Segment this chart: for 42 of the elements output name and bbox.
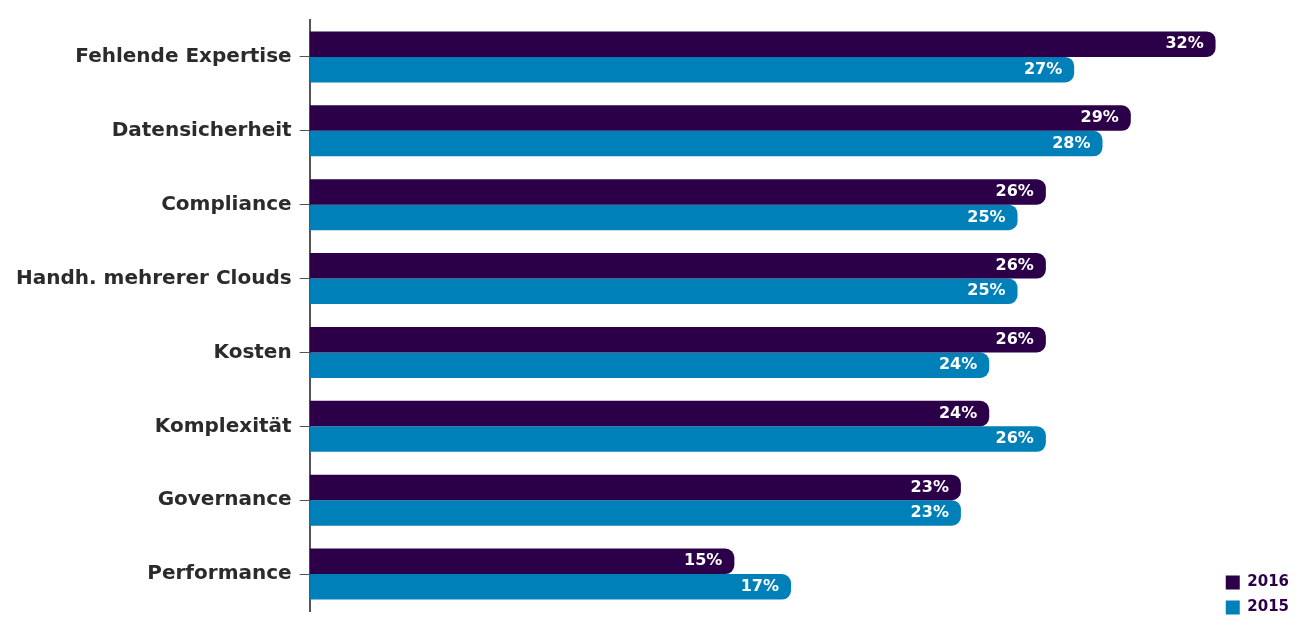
data-label: 27%	[1023, 58, 1063, 78]
y-tick-label: Compliance	[161, 190, 292, 215]
data-label: 26%	[995, 254, 1034, 274]
bar	[309, 574, 792, 600]
data-label: 24%	[938, 354, 978, 374]
data-label: 26%	[995, 328, 1034, 348]
y-tick-label: Datensicherheit	[111, 117, 293, 142]
data-label: 23%	[910, 502, 949, 522]
bar	[309, 326, 1046, 353]
data-label: 24%	[938, 402, 978, 422]
y-tick-label: Handh. mehrerer Clouds	[15, 264, 292, 289]
legend-label: 2015	[1247, 597, 1289, 616]
bar	[309, 105, 1131, 131]
bar	[309, 474, 961, 501]
data-label: 25%	[967, 206, 1006, 226]
bar	[309, 400, 990, 427]
bar	[309, 500, 961, 526]
data-label: 29%	[1080, 107, 1119, 127]
data-label: 32%	[1165, 33, 1204, 53]
data-label: 17%	[740, 575, 780, 595]
data-label: 26%	[995, 181, 1034, 201]
bar	[309, 426, 1046, 452]
y-tick-label: Kosten	[213, 338, 292, 363]
y-tick-label: Performance	[147, 560, 292, 585]
bar	[309, 204, 1018, 231]
bar	[309, 278, 1018, 305]
bar	[309, 548, 735, 575]
bar	[309, 130, 1103, 157]
bar	[309, 253, 1046, 279]
y-tick-label: Fehlende Expertise	[75, 43, 292, 68]
data-label: 26%	[995, 428, 1034, 448]
bar	[309, 179, 1046, 205]
data-label: 15%	[684, 550, 723, 570]
data-label: 25%	[967, 280, 1006, 300]
bar	[309, 56, 1075, 83]
y-tick-label: Governance	[157, 486, 292, 511]
legend-label: 2016	[1247, 572, 1289, 591]
bar	[309, 352, 990, 378]
data-label: 23%	[910, 476, 949, 496]
bar	[309, 31, 1216, 57]
data-label: 28%	[1052, 132, 1091, 152]
y-tick-label: Komplexität	[154, 412, 293, 437]
